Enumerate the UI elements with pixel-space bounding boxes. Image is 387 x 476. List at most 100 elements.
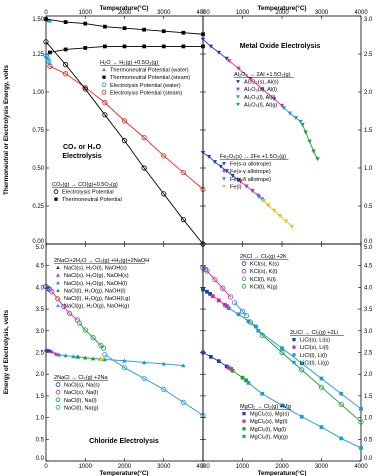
legend-marker bbox=[242, 419, 246, 423]
series-KCl(s), K(s) bbox=[200, 265, 208, 272]
legend-marker bbox=[102, 75, 106, 79]
legend-heading: Fe₂O₃(s) → 2Fe +1.5O₂(g) bbox=[220, 154, 286, 160]
data-point bbox=[76, 320, 82, 326]
data-point bbox=[359, 446, 363, 450]
x-tick-label: 1000 bbox=[236, 464, 250, 470]
legend-heading: Al₂O₃ → 2Al +1.5O₂(g) bbox=[234, 72, 291, 78]
data-point bbox=[299, 361, 304, 366]
y-tick-label: 0.5 bbox=[364, 437, 373, 443]
data-point bbox=[63, 71, 69, 77]
series-NaCl(l), H₂O(g), NaOH(l) bbox=[75, 354, 103, 361]
legend-marker bbox=[53, 189, 59, 194]
data-point bbox=[102, 352, 108, 358]
series-line bbox=[78, 356, 101, 360]
data-point bbox=[121, 138, 128, 144]
legend-marker bbox=[55, 405, 61, 410]
series-line bbox=[79, 322, 104, 349]
data-point bbox=[66, 310, 73, 317]
data-point bbox=[212, 160, 218, 165]
panel-bottom-right: 0 1000 2000 3000 4000 0.0 0.5 1.0 1.5 2.0 2.5 3.0 3.… bbox=[200, 243, 373, 470]
data-point bbox=[98, 356, 104, 361]
legend-marker bbox=[292, 345, 296, 349]
data-point bbox=[181, 363, 186, 368]
legend-marker bbox=[55, 382, 61, 387]
bottom-axis-label-right: Temperature(°C) bbox=[258, 469, 307, 476]
legend-marker bbox=[236, 95, 240, 99]
data-point bbox=[122, 358, 127, 363]
legend-group: Fe₂O₃(s) → 2Fe +1.5O₂(g) Fe(s-α allotrope… bbox=[220, 154, 289, 190]
legend-entry: LiCl(s), Li(s) bbox=[300, 338, 330, 344]
x-tick-label: 3000 bbox=[157, 464, 171, 470]
legend-marker bbox=[241, 284, 247, 289]
legend-entry: Thermoneutral Potential bbox=[62, 197, 122, 203]
legend-heading: 2NaCl+2H₂O → Cl₂(g) +H₂(g)+2NaOH bbox=[54, 258, 149, 264]
series-Electrolysis Potential (steam) bbox=[47, 63, 206, 192]
data-point bbox=[279, 103, 285, 108]
data-point bbox=[220, 285, 226, 291]
data-point bbox=[121, 365, 128, 371]
series-MgCl₂(s), Mg(s) bbox=[201, 350, 229, 369]
x-tick-label: 4000 bbox=[354, 464, 368, 470]
data-point bbox=[211, 294, 215, 298]
legend-entry: KCl(l), K(g) bbox=[250, 284, 278, 290]
legend-entry: Electrolysis Potential bbox=[62, 190, 114, 196]
data-point bbox=[56, 352, 62, 357]
data-point bbox=[280, 403, 284, 408]
legend-entry: MgCl₂(l), Mg(l) bbox=[250, 427, 286, 433]
data-point bbox=[224, 56, 229, 61]
data-point bbox=[63, 62, 69, 68]
data-point bbox=[299, 367, 305, 373]
legend-entry: MgCl₂(l), Mg(g) bbox=[250, 434, 288, 440]
data-point bbox=[230, 173, 235, 178]
data-point bbox=[141, 135, 147, 141]
x-tick-label: 4000 bbox=[354, 10, 368, 16]
data-point bbox=[201, 350, 205, 355]
data-point bbox=[303, 130, 308, 135]
y-tick-label: 1.50 bbox=[32, 17, 44, 23]
series-KCl(l), K(g) bbox=[247, 319, 364, 425]
x-tick-label: 1000 bbox=[236, 10, 250, 16]
data-point bbox=[161, 361, 166, 366]
legend-entry: NaCl(s), Na(s) bbox=[64, 383, 100, 389]
y-tick-label: 1.5 bbox=[364, 128, 373, 134]
series-line bbox=[202, 352, 227, 367]
y-tick-label: 4.0 bbox=[364, 285, 373, 291]
data-point bbox=[49, 289, 55, 295]
y-tick-label: 1.00 bbox=[32, 90, 44, 96]
data-point bbox=[216, 298, 221, 303]
legend-heading: MgCl₂ → Cl₂(g) +Mg bbox=[240, 404, 291, 410]
data-point bbox=[287, 111, 293, 116]
series-line bbox=[240, 181, 259, 196]
panel-title: Electrolysis bbox=[62, 153, 101, 160]
series-KCl(s), K(l) bbox=[204, 268, 234, 300]
series-LiCl(l), Li(g) bbox=[256, 328, 363, 411]
legend-entry: LiCl(s), Li(l) bbox=[300, 345, 329, 351]
data-point bbox=[230, 368, 235, 373]
data-point bbox=[44, 54, 50, 60]
legend-group: Al₂O₃ → 2Al +1.5O₂(g)Al₂O₃(s), Al(s)Al₂O… bbox=[234, 72, 294, 108]
x-tick-label: 4000 bbox=[196, 464, 210, 470]
legend-marker bbox=[56, 296, 60, 300]
legend-entry: Electrolysis Potential (steam) bbox=[110, 90, 182, 96]
series-NaCl(s), H₂O(g), NaOH(l) bbox=[56, 352, 80, 359]
x-tick-label: 3000 bbox=[315, 464, 329, 470]
data-point bbox=[289, 224, 295, 229]
data-point bbox=[103, 44, 107, 49]
legend-heading: CO₂(g) → CO(g)+0.5O₂(g) bbox=[52, 182, 118, 188]
legend-entry: MgCl₂(s), Mg(s) bbox=[250, 412, 289, 418]
data-point bbox=[208, 292, 212, 296]
series-line bbox=[49, 45, 203, 53]
x-tick-label: 0 bbox=[201, 464, 205, 470]
legend-marker bbox=[56, 280, 60, 285]
legend-entry: Al₂O₃(l), Al(l) bbox=[244, 95, 276, 101]
data-point bbox=[236, 178, 241, 183]
legend-entry: KCl(s), K(l) bbox=[250, 269, 277, 275]
series-MgCl₂(l), Mg(g) bbox=[246, 381, 363, 450]
series-line bbox=[104, 354, 204, 416]
legend-group: H₂O → H₂(g) +0.5O₂(g) Thermoneutral Poten… bbox=[100, 60, 190, 96]
data-point bbox=[226, 59, 232, 64]
data-point bbox=[300, 122, 305, 127]
y-tick-label: 0.00 bbox=[32, 239, 44, 245]
data-point bbox=[181, 44, 186, 49]
x-tick-label: 4000 bbox=[196, 10, 210, 16]
